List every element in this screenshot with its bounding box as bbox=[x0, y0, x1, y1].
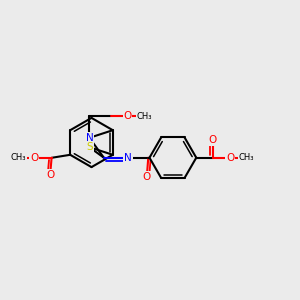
Text: O: O bbox=[30, 153, 38, 163]
Text: O: O bbox=[208, 135, 217, 145]
Text: CH₃: CH₃ bbox=[136, 112, 152, 121]
Text: CH₃: CH₃ bbox=[239, 153, 254, 162]
Text: O: O bbox=[142, 172, 151, 182]
Text: N: N bbox=[124, 153, 132, 163]
Text: S: S bbox=[86, 142, 93, 152]
Text: N: N bbox=[85, 133, 93, 143]
Text: CH₃: CH₃ bbox=[11, 153, 26, 162]
Text: O: O bbox=[226, 153, 234, 163]
Text: O: O bbox=[123, 111, 132, 121]
Text: O: O bbox=[46, 170, 54, 180]
